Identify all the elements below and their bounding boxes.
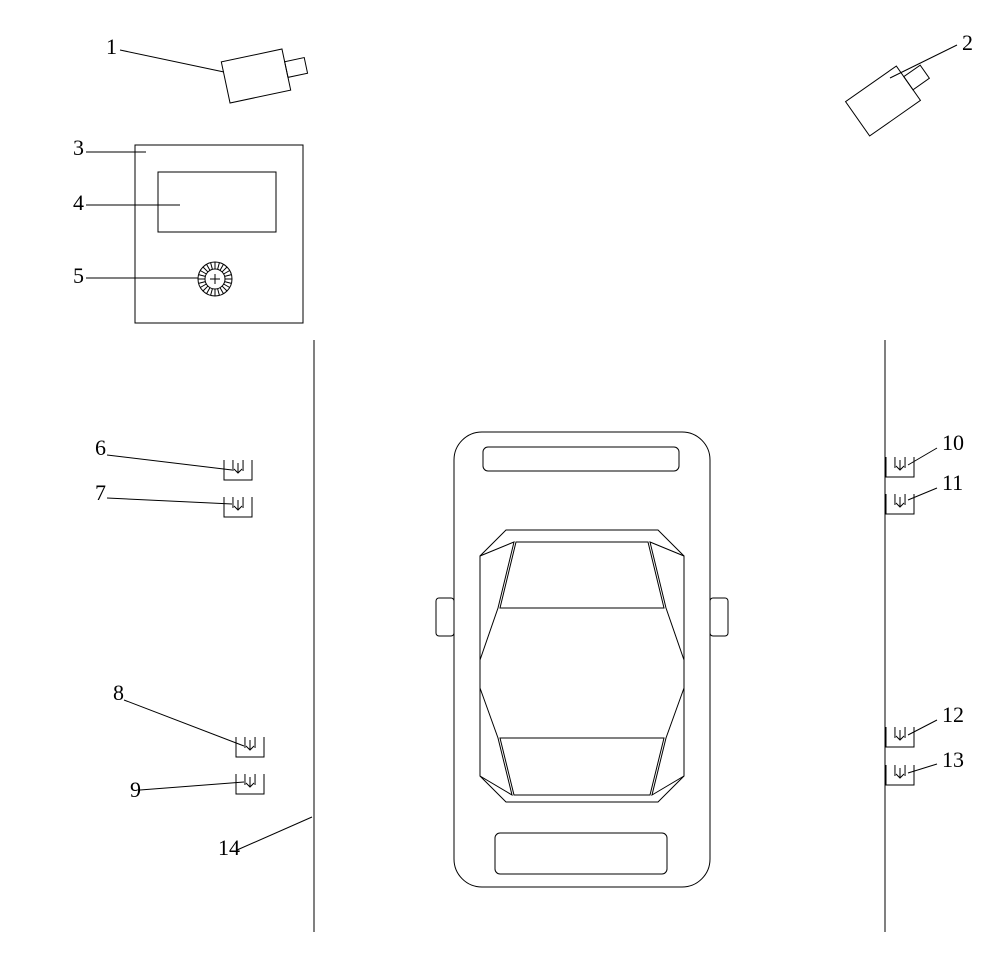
callout-label: 14 [218,835,240,860]
callout-label: 13 [942,747,964,772]
callout-label: 7 [95,480,106,505]
callout-label: 2 [962,30,973,55]
callout-label: 9 [130,777,141,802]
callout-label: 3 [73,135,84,160]
callout-label: 5 [73,263,84,288]
vehicle-sensor-diagram: 1234567891011121314 [0,0,1000,958]
callout-label: 1 [106,34,117,59]
callout-label: 11 [942,470,963,495]
callout-label: 12 [942,702,964,727]
callout-label: 8 [113,680,124,705]
terminal-dial [198,262,232,296]
callout-label: 10 [942,430,964,455]
callout-label: 4 [73,190,84,215]
callout-label: 6 [95,435,106,460]
